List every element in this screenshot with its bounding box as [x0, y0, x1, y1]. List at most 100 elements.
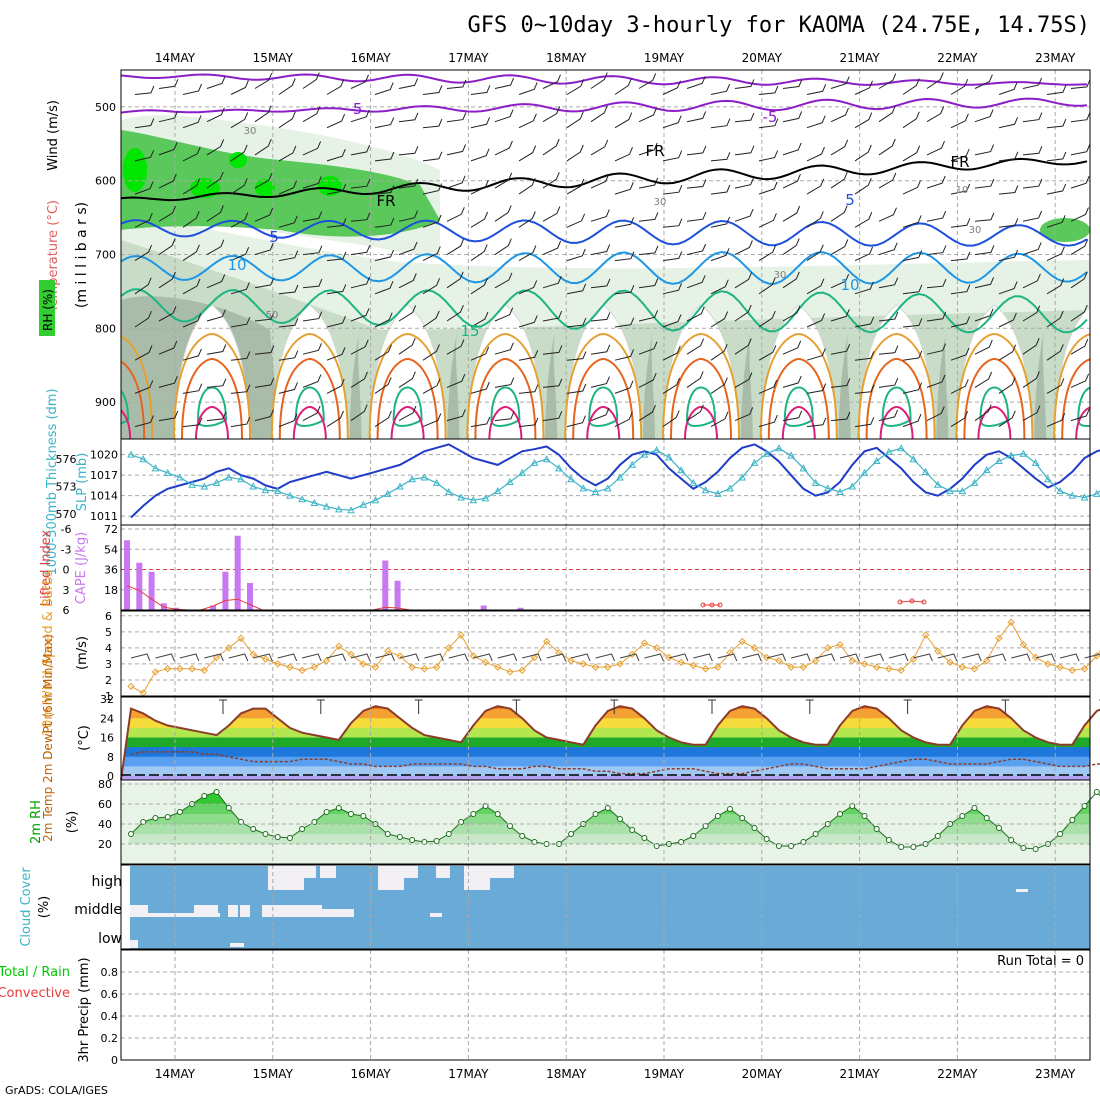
wind-speed-point: [579, 660, 588, 668]
wind-barb: [758, 414, 778, 428]
wind-barb: [470, 416, 491, 428]
wind-barb: [758, 245, 777, 262]
contour-freezing: [121, 157, 1088, 202]
surface-wind-barb: [228, 653, 249, 662]
upper-yticks: 500 600 700 800 900: [95, 101, 116, 409]
day-label-bottom: 14MAY: [155, 1067, 196, 1081]
wind-speed-point: [432, 663, 441, 671]
thickness-point: [408, 475, 417, 483]
wind-barb: [638, 404, 656, 422]
wind-speed-point: [799, 663, 808, 671]
rh-point: [1069, 817, 1076, 823]
wind-barb: [782, 375, 802, 388]
wind-speed-point: [347, 650, 355, 659]
thickness-point: [481, 494, 490, 502]
wind-barb: [1022, 371, 1040, 388]
wind-speed-point: [200, 666, 209, 675]
wind-barb: [278, 250, 299, 262]
thickness-line: [130, 447, 1100, 511]
wind-barbs-upper: [134, 72, 1090, 428]
wind-barb: [902, 145, 921, 162]
wind-barb: [854, 281, 874, 295]
wind-barb: [1070, 239, 1089, 256]
thickness-point: [506, 477, 514, 485]
thickness-point: [982, 466, 991, 474]
wind-barb: [326, 183, 347, 195]
wind-barb: [158, 340, 178, 355]
wind-barb: [782, 205, 801, 222]
contour-label: 5: [845, 191, 855, 209]
rh-point: [409, 837, 416, 843]
day-label-bottom: 19MAY: [644, 1067, 685, 1081]
wind-barb: [542, 310, 563, 322]
thickness-point: [1092, 489, 1100, 497]
wind-speed-point: [897, 666, 905, 675]
minmax-bar: [512, 699, 521, 714]
wind-barb: [374, 344, 392, 361]
wind-barb: [878, 172, 897, 189]
wind-barb: [374, 281, 394, 295]
rh-point: [128, 831, 134, 837]
cape-bar: [148, 571, 155, 610]
rh-point: [201, 793, 208, 799]
thickness-point: [762, 449, 771, 457]
thickness-point: [383, 489, 392, 497]
day-label-top: 15MAY: [253, 51, 294, 65]
contour-warm-cell: [278, 357, 341, 439]
wind-barb: [1022, 112, 1043, 123]
wind-barb: [350, 212, 371, 222]
wind-barb: [518, 384, 539, 394]
wind-barb: [374, 312, 393, 328]
rh-point: [519, 833, 526, 839]
tick-label: 3: [105, 658, 112, 671]
tick-label: 1011: [90, 510, 118, 523]
wind-speed-point: [1031, 653, 1040, 662]
tick-label: 500: [95, 101, 116, 114]
wind-barb: [494, 342, 514, 355]
wind-barb: [974, 339, 993, 355]
wind-barb: [566, 415, 586, 428]
wind-barb: [806, 417, 827, 428]
cape-grid: [121, 525, 1090, 610]
thickness-point: [334, 505, 343, 513]
surface-wind-barb: [473, 653, 493, 662]
wind-barb: [494, 272, 513, 289]
surface-wind-barb: [644, 653, 664, 662]
thickness-point: [1056, 487, 1064, 495]
wind-barb: [806, 383, 827, 394]
rh-point: [225, 805, 232, 811]
rh-point: [910, 844, 917, 850]
wind-barb: [1022, 242, 1042, 256]
wind-barb: [494, 238, 512, 256]
wind-barb: [230, 80, 249, 95]
rh-point: [360, 813, 367, 819]
thickness-point: [885, 447, 893, 455]
wind-barb: [830, 411, 851, 422]
surface-wind-barb: [1059, 653, 1080, 662]
wind-barb: [830, 344, 851, 355]
wind-barb: [926, 279, 947, 289]
contour-15c-cell: [588, 386, 619, 427]
wind-barb: [446, 374, 466, 388]
wind-barb: [206, 411, 227, 422]
surface-wind-barb: [864, 653, 884, 662]
thickness-point: [909, 455, 918, 463]
surface-wind-barb: [742, 653, 762, 662]
contour-15c-cell: [979, 386, 1010, 427]
day-label-top: 22MAY: [937, 51, 978, 65]
wind-barb: [590, 244, 611, 256]
rh-point: [959, 813, 966, 819]
temp-label: 2m Temp 2m DewPt (6hr Min/Max): [41, 634, 55, 842]
wind-barb: [494, 140, 513, 156]
rh-point: [494, 811, 501, 817]
wind-barb: [470, 244, 488, 262]
clear-sky-block: [304, 866, 316, 878]
wind-barb: [614, 217, 635, 228]
tick-label: 32: [100, 693, 114, 706]
surface-wind-barb: [179, 653, 200, 662]
contour-label: 10: [956, 185, 969, 196]
clear-sky-block: [194, 905, 218, 917]
wind-barb: [950, 284, 971, 295]
wind-barb: [1046, 278, 1065, 295]
wind-speed-point: [665, 653, 673, 662]
